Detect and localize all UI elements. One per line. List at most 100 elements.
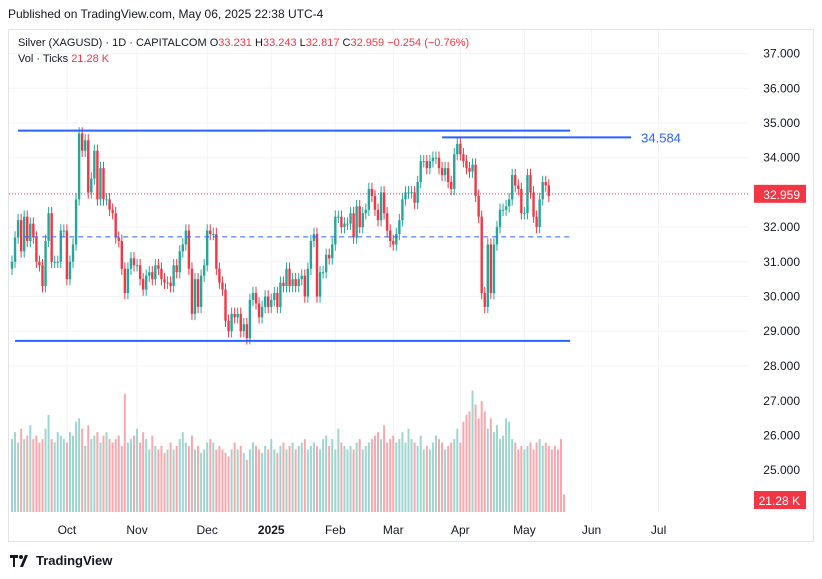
volume-tick: 27.000: [763, 394, 800, 408]
volume-label[interactable]: Vol · Ticks: [18, 53, 69, 65]
candle: [367, 188, 371, 210]
candle: [361, 213, 364, 228]
candle: [407, 192, 410, 194]
volume-bar: [187, 445, 190, 512]
volume-bar: [230, 449, 233, 512]
tradingview-logo-icon: [10, 554, 28, 567]
volume-bar: [20, 428, 23, 512]
candle: [105, 199, 108, 201]
volume-bar: [261, 452, 264, 512]
time-tick: Apr: [451, 523, 470, 537]
candle: [440, 168, 444, 176]
volume-bar: [505, 418, 508, 512]
time-tick: Jul: [651, 523, 666, 537]
candle: [373, 195, 377, 210]
candle: [456, 143, 459, 155]
change-value: −0.254 (−0.76%): [387, 37, 470, 49]
brand-name: TradingView: [36, 553, 113, 568]
volume-bar: [428, 449, 431, 512]
candle: [242, 324, 245, 332]
close-label: C: [342, 37, 351, 49]
candle: [419, 161, 422, 182]
time-tick: Oct: [58, 523, 77, 537]
volume-bar: [319, 449, 322, 512]
candle: [459, 143, 462, 155]
volume-bar: [78, 418, 81, 512]
candle: [260, 306, 264, 318]
volume-bar: [373, 435, 376, 512]
volume-bar: [90, 439, 93, 512]
candle: [370, 188, 374, 196]
candle: [169, 282, 172, 287]
volume-bar: [495, 425, 498, 512]
candle: [547, 185, 550, 196]
volume-bar: [514, 442, 517, 512]
candle: [273, 293, 276, 300]
footer-brand[interactable]: TradingView: [10, 553, 112, 568]
volume-bar: [68, 432, 71, 512]
candle: [248, 299, 252, 339]
candle: [209, 230, 212, 235]
candle: [71, 244, 75, 262]
volume-bar: [355, 442, 358, 512]
price-tick: 31.000: [763, 255, 800, 269]
candle: [523, 213, 526, 215]
volume-bar: [84, 445, 87, 512]
candle: [288, 268, 291, 287]
volume-bar: [538, 439, 541, 512]
candle: [468, 168, 471, 172]
volume-bar: [529, 442, 532, 512]
volume-bar: [245, 459, 248, 512]
candle: [151, 272, 154, 280]
candle: [276, 293, 279, 307]
volume-bar: [386, 442, 389, 512]
candle: [517, 185, 520, 189]
candles: [10, 127, 550, 345]
volume-bar: [47, 414, 50, 512]
candle: [163, 279, 166, 283]
candle: [303, 275, 306, 297]
candle: [175, 265, 178, 273]
volume-bar: [547, 445, 550, 512]
volume-bar: [14, 432, 17, 512]
candle: [77, 133, 81, 200]
volume-bar: [453, 439, 456, 512]
volume-bar: [300, 442, 303, 512]
volume-bar: [456, 428, 459, 512]
volume-bar: [294, 449, 297, 512]
candle: [224, 289, 227, 321]
volume-bar: [288, 445, 291, 512]
volume-bar: [459, 442, 462, 512]
candle: [328, 254, 331, 259]
candle: [312, 234, 316, 241]
volume-bar: [306, 449, 309, 512]
candle: [398, 220, 401, 235]
volume-bar: [279, 445, 282, 512]
volume-bar: [438, 439, 440, 512]
candle: [434, 157, 438, 159]
volume-bar: [483, 411, 486, 512]
symbol-title[interactable]: Silver (XAGUSD) · 1D · CAPITALCOM: [18, 37, 207, 49]
candle: [535, 216, 538, 228]
volume-bar: [102, 435, 105, 512]
volume-bar: [474, 404, 477, 512]
volume-bar: [120, 445, 123, 512]
volume-bar: [160, 445, 163, 512]
candle: [532, 192, 535, 217]
resistance-april-label: 34.584: [641, 130, 681, 145]
candle: [395, 234, 398, 245]
volume-bar: [392, 435, 395, 512]
volume-bar: [389, 439, 392, 512]
candle: [138, 265, 142, 280]
candle: [437, 157, 441, 169]
candle: [428, 161, 432, 169]
time-axis: Oct Nov Dec 2025 Feb Mar Apr May Jun Jul: [58, 523, 667, 537]
volume-bar: [139, 442, 142, 512]
volume-bar: [93, 435, 96, 512]
candle: [59, 230, 62, 262]
volume-bar: [499, 439, 501, 512]
volume-bar: [523, 449, 526, 512]
volume-bar: [535, 442, 538, 512]
price-tick: 30.000: [763, 290, 800, 304]
